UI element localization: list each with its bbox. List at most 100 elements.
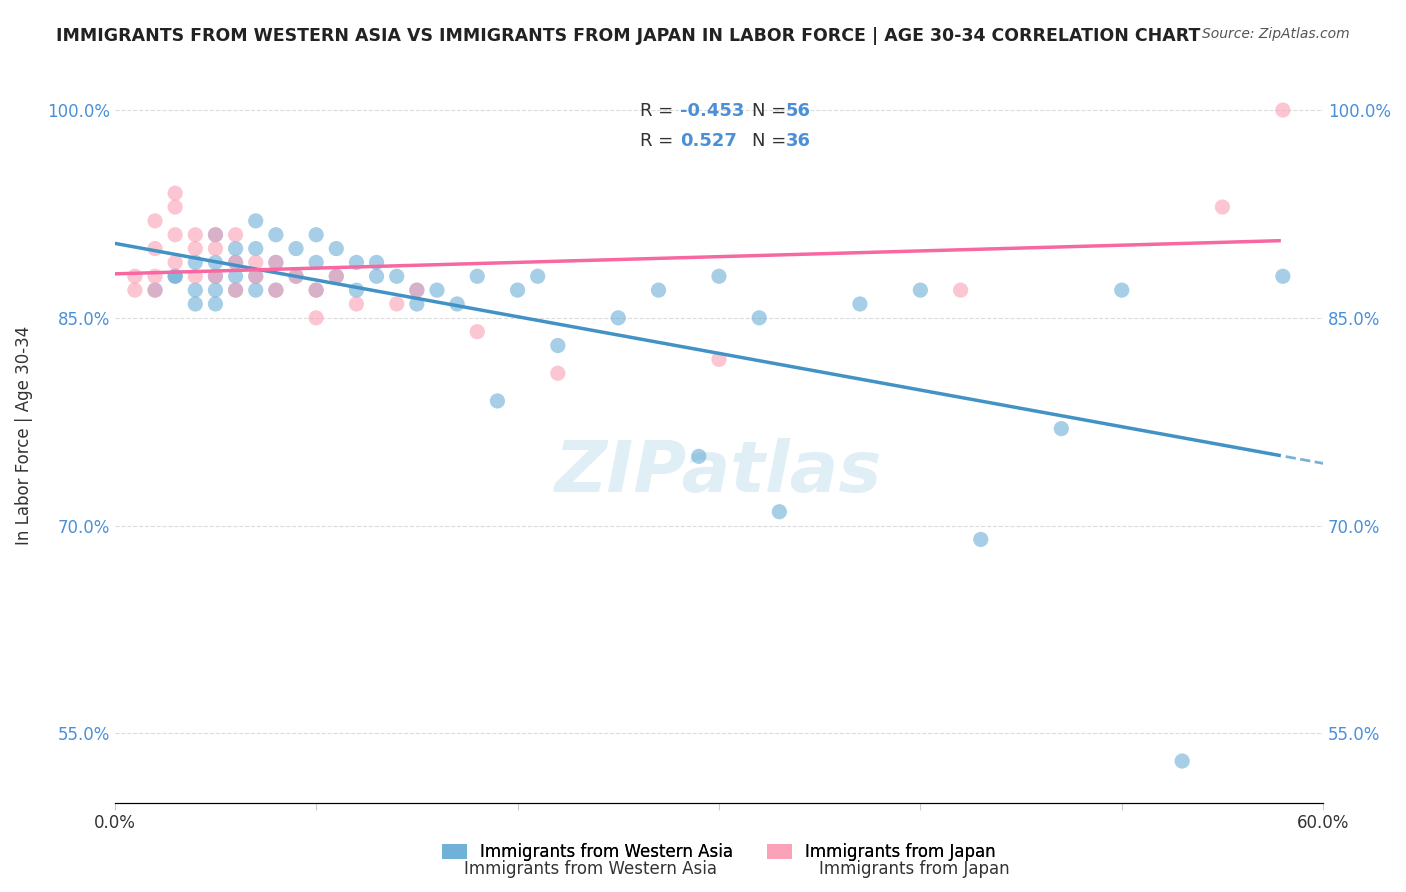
Point (305, 310, 328, 325)
Text: Immigrants from Japan: Immigrants from Japan (818, 860, 1010, 878)
Point (748, 310, 770, 325)
Point (165, 200, 187, 214)
Point (204, 227, 226, 242)
Point (385, 269, 408, 284)
Point (465, 269, 488, 284)
Point (305, 227, 328, 242)
Point (204, 255, 226, 269)
Point (165, 269, 187, 284)
Point (264, 283, 287, 297)
Point (264, 255, 287, 269)
Point (707, 269, 730, 284)
Point (245, 214, 267, 228)
Point (165, 227, 187, 242)
Point (1271, 103, 1294, 117)
Point (204, 297, 226, 311)
Point (1211, 200, 1233, 214)
Point (264, 227, 287, 242)
Point (225, 227, 247, 242)
Point (245, 283, 267, 297)
Point (225, 255, 247, 269)
Point (285, 242, 308, 256)
Legend: Immigrants from Western Asia, Immigrants from Japan: Immigrants from Western Asia, Immigrants… (436, 837, 1002, 868)
Point (446, 297, 468, 311)
Point (346, 297, 368, 311)
Text: -0.453: -0.453 (681, 103, 745, 120)
Point (325, 269, 347, 284)
Y-axis label: In Labor Force | Age 30-34: In Labor Force | Age 30-34 (15, 326, 32, 545)
Point (949, 283, 972, 297)
Point (405, 283, 427, 297)
Text: IMMIGRANTS FROM WESTERN ASIA VS IMMIGRANTS FROM JAPAN IN LABOR FORCE | AGE 30-34: IMMIGRANTS FROM WESTERN ASIA VS IMMIGRAN… (56, 27, 1201, 45)
Point (506, 283, 529, 297)
Point (405, 283, 427, 297)
Point (124, 283, 146, 297)
Point (1111, 283, 1133, 297)
Point (768, 505, 790, 519)
Point (245, 255, 267, 269)
Point (264, 283, 287, 297)
Point (1171, 754, 1194, 768)
Point (366, 269, 388, 284)
Point (647, 283, 669, 297)
Point (143, 214, 166, 228)
Point (405, 297, 427, 311)
Point (547, 338, 569, 352)
Point (204, 269, 226, 284)
Point (325, 242, 347, 256)
Point (970, 533, 993, 547)
Point (325, 269, 347, 284)
Point (143, 269, 166, 284)
Point (225, 283, 247, 297)
Point (264, 255, 287, 269)
Point (204, 242, 226, 256)
Text: 36: 36 (786, 132, 810, 150)
Point (547, 366, 569, 380)
Point (204, 283, 226, 297)
Point (143, 242, 166, 256)
Point (910, 283, 932, 297)
Point (346, 255, 368, 269)
Text: 56: 56 (786, 103, 810, 120)
Point (204, 227, 226, 242)
Point (204, 269, 226, 284)
Point (184, 242, 207, 256)
Text: Immigrants from Western Asia: Immigrants from Western Asia (464, 860, 717, 878)
Point (465, 325, 488, 339)
Point (165, 186, 187, 201)
Text: N =: N = (752, 103, 792, 120)
Point (184, 255, 207, 269)
Point (184, 283, 207, 297)
Point (225, 255, 247, 269)
Point (184, 269, 207, 284)
Point (245, 269, 267, 284)
Point (225, 269, 247, 284)
Point (849, 297, 872, 311)
Point (426, 283, 449, 297)
Point (184, 297, 207, 311)
Point (305, 283, 328, 297)
Point (165, 255, 187, 269)
Text: ZIPatlas: ZIPatlas (555, 438, 883, 507)
Point (165, 269, 187, 284)
Text: N =: N = (752, 132, 792, 150)
Point (285, 269, 308, 284)
Point (366, 255, 388, 269)
Point (124, 269, 146, 284)
Point (143, 283, 166, 297)
Point (245, 242, 267, 256)
Point (305, 283, 328, 297)
Point (607, 310, 630, 325)
Point (285, 269, 308, 284)
Point (225, 283, 247, 297)
Point (707, 352, 730, 367)
Point (1050, 422, 1073, 436)
Point (1271, 269, 1294, 284)
Text: Source: ZipAtlas.com: Source: ZipAtlas.com (1202, 27, 1350, 41)
Point (245, 269, 267, 284)
Point (225, 242, 247, 256)
Point (305, 255, 328, 269)
Point (143, 283, 166, 297)
Point (385, 297, 408, 311)
Point (688, 450, 710, 464)
